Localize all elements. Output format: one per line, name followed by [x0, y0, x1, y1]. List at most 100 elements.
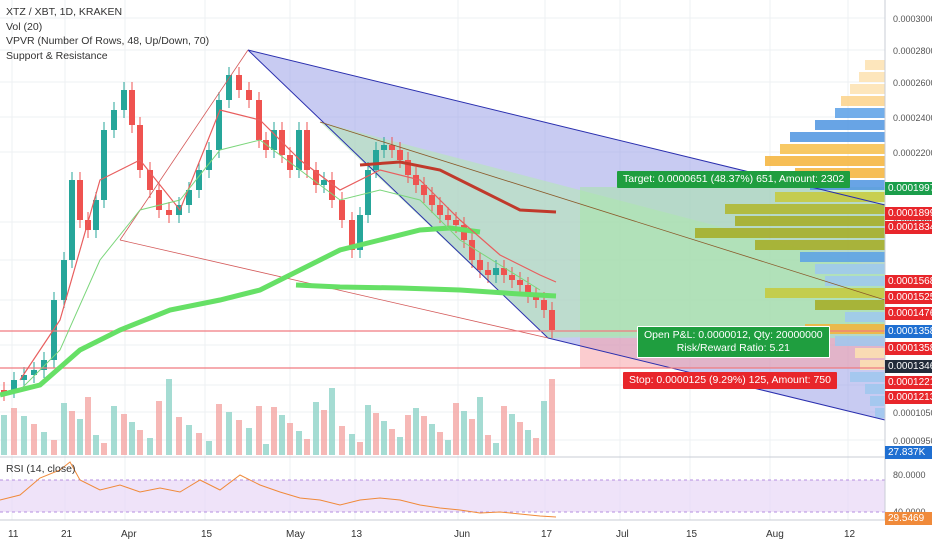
volume-bar	[226, 412, 232, 455]
vpvr-bar	[775, 192, 885, 202]
median-line	[319, 121, 886, 301]
candle	[304, 130, 310, 170]
price-tag: 0.0001997	[885, 182, 932, 195]
candle	[493, 268, 499, 275]
volume-bar	[469, 419, 475, 455]
candle	[357, 215, 363, 250]
volume-bar	[461, 411, 467, 455]
vpvr-bar	[845, 312, 885, 322]
volume-bar	[246, 428, 252, 455]
vpvr-bar	[870, 396, 885, 406]
volume-bar	[216, 404, 222, 455]
volume-bar	[541, 401, 547, 455]
volume-bar	[533, 438, 539, 455]
candle	[453, 220, 459, 225]
candle	[389, 145, 395, 150]
volume-bar	[517, 422, 523, 455]
volume-bar	[1, 415, 7, 455]
candle	[413, 175, 419, 185]
volume-bar	[365, 405, 371, 455]
price-axis-label: 0.0002200	[893, 148, 932, 158]
candle	[405, 160, 411, 175]
volume-legend[interactable]: Vol (20)	[6, 20, 43, 33]
open-pl-box[interactable]: Open P&L: 0.0000012, Qty: 20000000 Risk/…	[637, 326, 830, 358]
candle	[373, 150, 379, 170]
volume-bar	[279, 415, 285, 455]
vpvr-bar	[800, 252, 885, 262]
volume-bar	[437, 432, 443, 455]
vpvr-bar	[825, 276, 885, 286]
volume-bar	[129, 422, 135, 455]
volume-bar	[11, 408, 17, 455]
candle	[461, 225, 467, 240]
vpvr-bar	[875, 408, 885, 418]
candle	[509, 275, 515, 280]
candle	[111, 110, 117, 130]
volume-bar	[51, 440, 57, 455]
vpvr-bar	[815, 264, 885, 274]
candle	[437, 205, 443, 215]
candle	[349, 220, 355, 250]
time-axis-label: Apr	[121, 529, 137, 540]
candle	[421, 185, 427, 195]
vpvr-bar	[815, 300, 885, 310]
price-tag: 0.0001358	[885, 325, 932, 338]
candle	[121, 90, 127, 110]
volume-bar	[349, 434, 355, 455]
time-axis-label: 17	[541, 529, 553, 540]
volume-bar	[85, 397, 91, 455]
volume-bar	[77, 419, 83, 455]
target-box[interactable]: Target: 0.0000651 (48.37%) 651, Amount: …	[617, 171, 851, 188]
volume-bar	[445, 440, 451, 455]
candle	[176, 205, 182, 215]
time-axis-label: Jun	[454, 529, 470, 540]
volume-bar	[485, 435, 491, 455]
volume-bar	[256, 406, 262, 455]
volume-bar	[111, 406, 117, 455]
price-tag: 0.0001899	[885, 207, 932, 220]
vpvr-bar	[865, 384, 885, 394]
time-axis-label: 15	[686, 529, 698, 540]
vpvr-bar	[725, 204, 885, 214]
candle	[137, 125, 143, 170]
price-axis-label: 0.0002400	[893, 113, 932, 123]
stop-box[interactable]: Stop: 0.0000125 (9.29%) 125, Amount: 750	[623, 372, 837, 389]
vpvr-bar	[765, 156, 885, 166]
open-pl-text: Open P&L: 0.0000012, Qty: 20000000	[644, 329, 823, 341]
symbol-label[interactable]: XTZ / XBT, 1D, KRAKEN	[6, 6, 123, 18]
sr-legend[interactable]: Support & Resistance	[6, 49, 108, 62]
volume-bar	[93, 435, 99, 455]
candle	[85, 220, 91, 230]
volume-bar	[263, 444, 269, 455]
candle	[397, 150, 403, 160]
volume-bar	[413, 408, 419, 455]
candle	[429, 195, 435, 205]
risk-reward-text: Risk/Reward Ratio: 5.21	[676, 342, 790, 354]
candle	[271, 130, 277, 150]
volume-bar	[373, 413, 379, 455]
vpvr-bar	[735, 216, 885, 226]
time-axis-label: 21	[61, 529, 73, 540]
price-axis-label: 0.0000950	[893, 436, 932, 446]
vpvr-bar	[815, 120, 885, 130]
time-axis-label: Aug	[766, 529, 784, 540]
rsi-legend[interactable]: RSI (14, close)	[6, 463, 76, 475]
time-axis-label: May	[286, 529, 305, 540]
price-axis-label: 0.0002800	[893, 46, 932, 56]
price-tag: 0.0001221	[885, 376, 932, 389]
price-axis-label: 0.0001050	[893, 408, 932, 418]
time-axis-label: Jul	[616, 529, 629, 540]
price-axis-label: 0.0003000	[893, 14, 932, 24]
volume-bar	[313, 402, 319, 455]
candle	[525, 285, 531, 295]
vpvr-legend[interactable]: VPVR (Number Of Rows, 48, Up/Down, 70)	[6, 35, 210, 47]
volume-bar	[186, 425, 192, 455]
volume-bar	[453, 403, 459, 455]
price-tag: 27.837K	[885, 446, 932, 459]
candle	[533, 295, 539, 300]
price-tag: 0.0001476	[885, 307, 932, 320]
price-tag: 0.0001834	[885, 221, 932, 234]
candle	[501, 268, 507, 275]
